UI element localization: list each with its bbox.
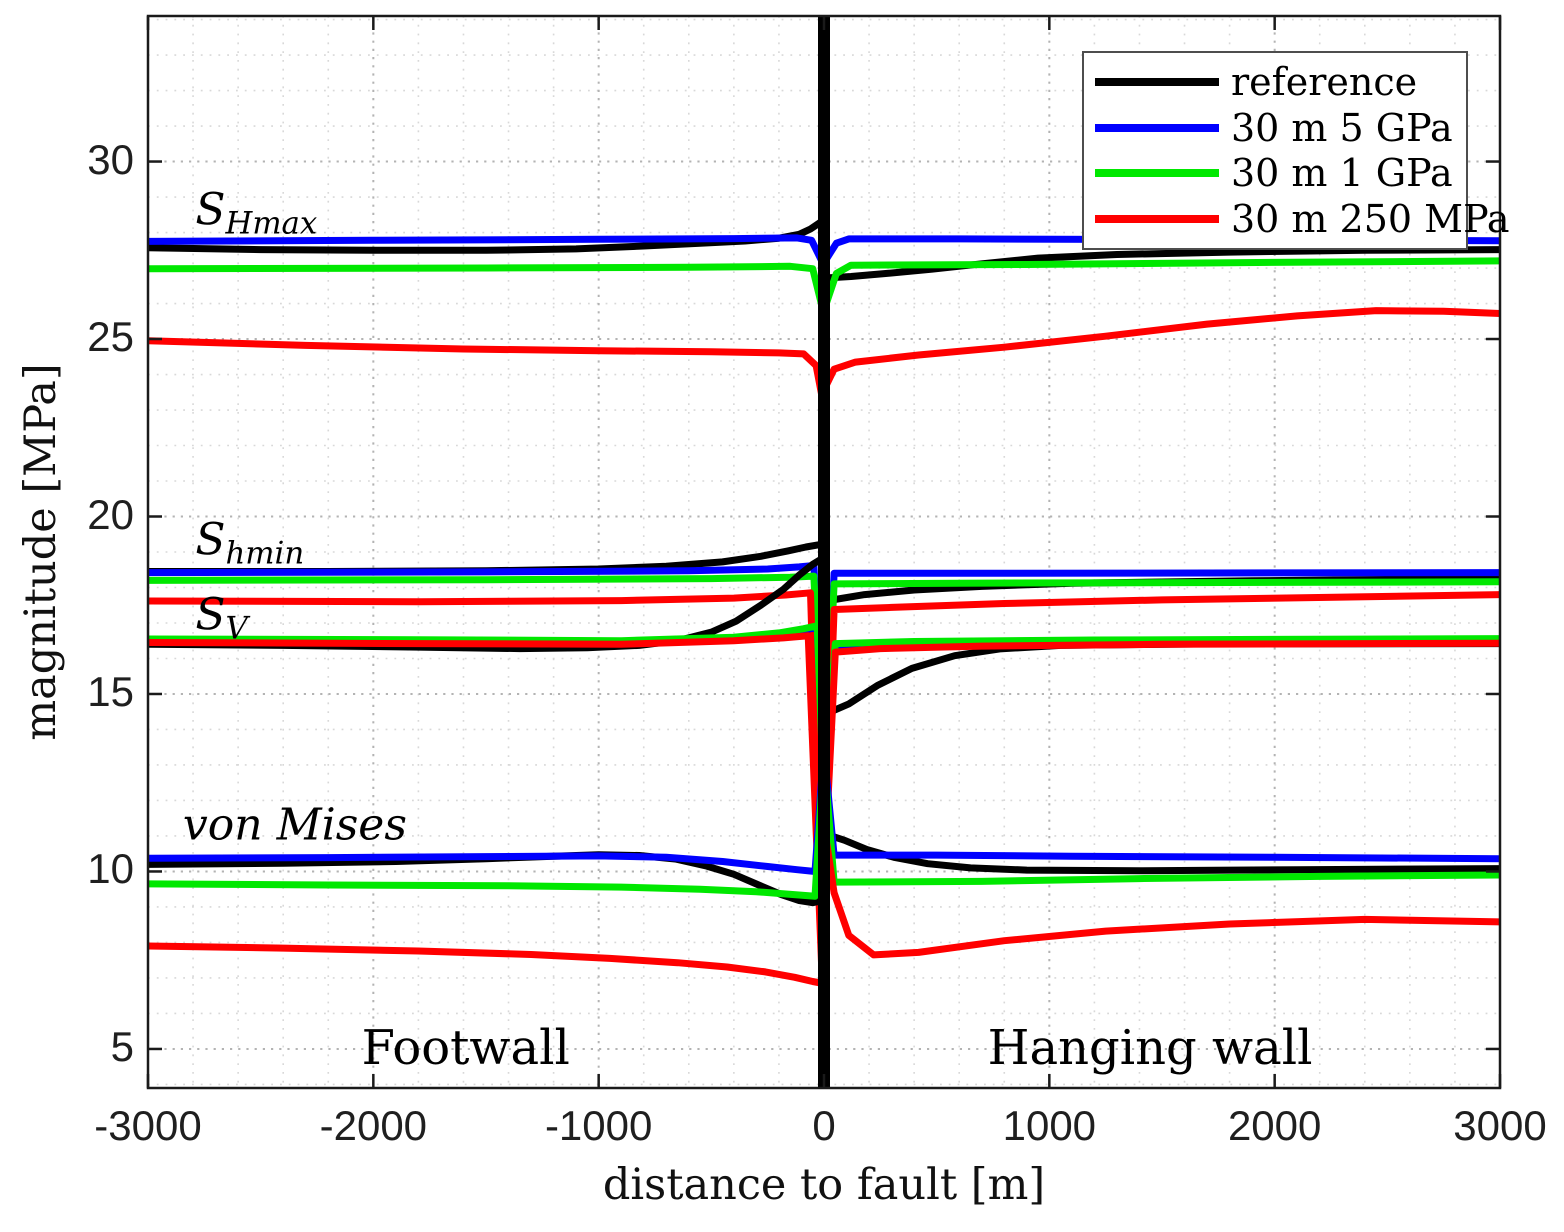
- x-tick-label: 2000: [1227, 1102, 1322, 1149]
- green-line-swatch: [1095, 169, 1219, 178]
- x-tick-label: -1000: [544, 1102, 653, 1149]
- shmin-base: S: [195, 514, 226, 566]
- x-axis-title: distance to fault [m]: [602, 1160, 1046, 1210]
- y-tick-label: 25: [87, 313, 134, 361]
- sv-sub: V: [225, 610, 248, 647]
- curve-SV-30m-1GPa: [148, 622, 1500, 776]
- hangingwall-label: Hanging wall: [987, 1020, 1313, 1077]
- x-tick-label: -2000: [319, 1102, 428, 1149]
- axis-ticks: [146, 16, 1502, 1088]
- curve-SV-reference: [148, 555, 1500, 717]
- sv-base: S: [195, 589, 226, 641]
- curve-vonMises-30m-1GPa: [148, 770, 1500, 900]
- x-tick-label: 0: [812, 1102, 836, 1149]
- shmin-curve-label: Shmin: [195, 515, 304, 572]
- shmax-sub: Hmax: [225, 205, 318, 242]
- blue-line-swatch: [1095, 123, 1219, 132]
- x-tick-label: 3000: [1453, 1102, 1547, 1149]
- legend-item-30m-5gpa: 30 m 5 GPa: [1084, 105, 1466, 151]
- y-tick-label: 5: [110, 1022, 134, 1070]
- curve-SHmax-30m-250MPa: [148, 307, 1500, 402]
- legend-label: 30 m 250 MPa: [1231, 197, 1510, 242]
- y-axis-title: magnitude [MPa]: [16, 363, 66, 741]
- y-tick-label: 20: [87, 490, 134, 538]
- legend-label: 30 m 1 GPa: [1231, 151, 1453, 196]
- x-tick-label: 1000: [1002, 1102, 1097, 1149]
- footwall-label: Footwall: [361, 1020, 570, 1077]
- y-tick-label: 10: [87, 845, 134, 893]
- shmin-sub: hmin: [225, 535, 305, 572]
- legend-item-reference: reference: [1084, 59, 1466, 105]
- y-tick-label: 15: [87, 667, 134, 715]
- sv-curve-label: SV: [195, 589, 247, 646]
- x-tick-label: -3000: [94, 1102, 202, 1149]
- curve-vonMises-30m-5GPa: [148, 761, 1500, 875]
- vonmises-curve-label: von Mises: [182, 799, 407, 851]
- legend-item-30m-250mpa: 30 m 250 MPa: [1084, 196, 1510, 242]
- legend-label: 30 m 5 GPa: [1231, 105, 1453, 150]
- y-tick-label: 30: [87, 135, 134, 183]
- legend-item-30m-1gpa: 30 m 1 GPa: [1084, 151, 1466, 197]
- legend-box: reference 30 m 5 GPa 30 m 1 GPa 30 m 250…: [1082, 51, 1510, 250]
- red-line-swatch: [1095, 215, 1219, 224]
- reference-line-swatch: [1095, 77, 1219, 86]
- shmax-curve-label: SHmax: [195, 184, 317, 241]
- shmax-base: S: [195, 184, 226, 236]
- legend-label: reference: [1231, 59, 1418, 104]
